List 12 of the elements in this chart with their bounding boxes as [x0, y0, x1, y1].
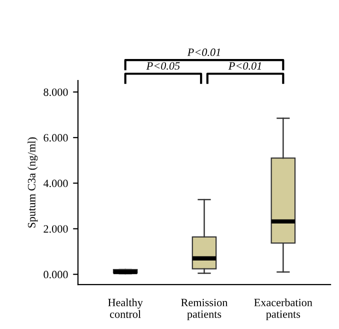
- y-tick-label: 8.000: [44, 88, 68, 96]
- text: P<0.01: [187, 48, 220, 56]
- y-axis-title: Sputum C3a (ng/ml): [28, 137, 38, 228]
- x-tick-label: Remission patients: [181, 298, 228, 320]
- text: P<0.01: [228, 62, 261, 70]
- y-tick-label: 2.000: [44, 225, 68, 233]
- x-tick-label: Exacerbation patients: [254, 298, 312, 320]
- y-tick-label: 6.000: [44, 134, 68, 142]
- text: P<0.05: [146, 62, 180, 70]
- y-tick-label: 0.000: [44, 270, 68, 278]
- x-tick-label: Healthy control: [108, 298, 143, 318]
- y-tick-label: 4.000: [43, 180, 68, 188]
